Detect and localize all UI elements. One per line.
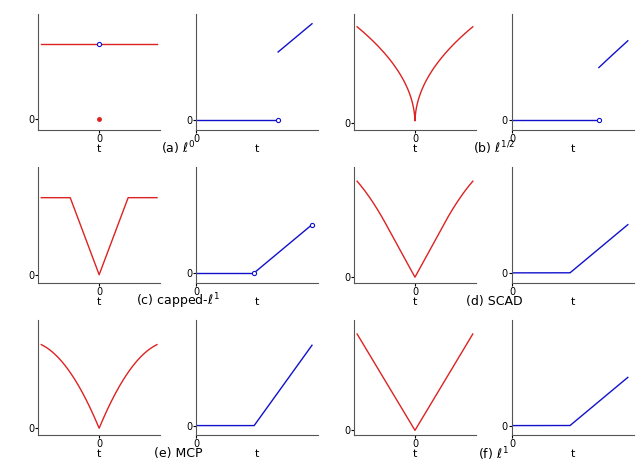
X-axis label: t: t: [255, 144, 259, 154]
Text: (d) SCAD: (d) SCAD: [465, 295, 522, 307]
Text: (e) MCP: (e) MCP: [154, 447, 202, 460]
X-axis label: t: t: [97, 297, 101, 306]
X-axis label: t: t: [571, 144, 575, 154]
X-axis label: t: t: [413, 449, 417, 459]
X-axis label: t: t: [571, 297, 575, 306]
Text: (a) $\ell^0$: (a) $\ell^0$: [161, 140, 195, 157]
Text: (f) $\ell^1$: (f) $\ell^1$: [479, 445, 509, 462]
Text: (c) capped-$\ell^1$: (c) capped-$\ell^1$: [136, 291, 220, 311]
X-axis label: t: t: [97, 144, 101, 154]
X-axis label: t: t: [571, 449, 575, 459]
Text: (b) $\ell^{1/2}$: (b) $\ell^{1/2}$: [472, 140, 515, 157]
X-axis label: t: t: [255, 297, 259, 306]
X-axis label: t: t: [413, 297, 417, 306]
X-axis label: t: t: [413, 144, 417, 154]
X-axis label: t: t: [255, 449, 259, 459]
X-axis label: t: t: [97, 449, 101, 459]
